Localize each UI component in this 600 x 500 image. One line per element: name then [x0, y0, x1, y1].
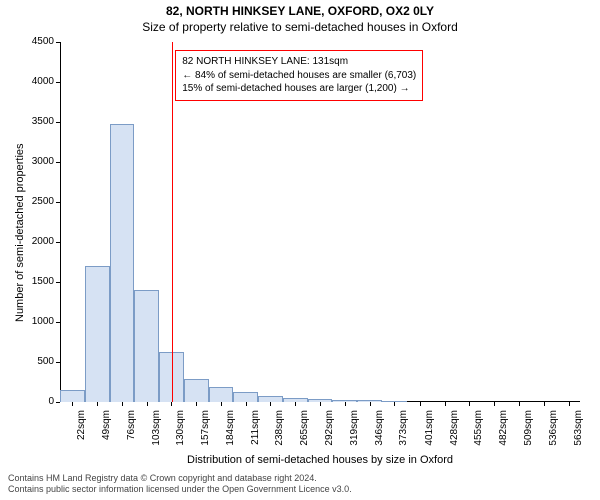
x-tick-label: 455sqm — [473, 410, 484, 458]
x-tick-label: 265sqm — [299, 410, 310, 458]
x-tick-label: 184sqm — [225, 410, 236, 458]
x-tick-label: 211sqm — [250, 410, 261, 458]
x-tick-mark — [469, 402, 470, 406]
attribution-footer: Contains HM Land Registry data © Crown c… — [8, 473, 352, 496]
x-tick-label: 346sqm — [374, 410, 385, 458]
y-tick-mark — [56, 242, 60, 243]
y-tick-label: 4500 — [18, 36, 54, 47]
histogram-bar — [209, 387, 234, 402]
x-tick-mark — [246, 402, 247, 406]
y-tick-label: 1000 — [18, 316, 54, 327]
x-tick-mark — [569, 402, 570, 406]
x-tick-label: 22sqm — [76, 410, 87, 458]
reference-vline — [172, 42, 173, 402]
x-tick-label: 482sqm — [498, 410, 509, 458]
x-tick-label: 373sqm — [398, 410, 409, 458]
x-tick-mark — [270, 402, 271, 406]
x-tick-mark — [122, 402, 123, 406]
x-tick-label: 509sqm — [523, 410, 534, 458]
y-tick-mark — [56, 82, 60, 83]
y-tick-label: 4000 — [18, 76, 54, 87]
histogram-bar — [233, 392, 258, 402]
y-tick-mark — [56, 202, 60, 203]
x-tick-mark — [221, 402, 222, 406]
y-tick-label: 3500 — [18, 116, 54, 127]
x-tick-label: 428sqm — [449, 410, 460, 458]
y-tick-mark — [56, 42, 60, 43]
x-tick-mark — [370, 402, 371, 406]
y-axis-line — [60, 42, 61, 402]
x-tick-label: 563sqm — [573, 410, 584, 458]
y-tick-label: 2000 — [18, 236, 54, 247]
y-tick-label: 2500 — [18, 196, 54, 207]
callout-line: ← 84% of semi-detached houses are smalle… — [182, 69, 416, 83]
x-tick-mark — [345, 402, 346, 406]
x-tick-mark — [394, 402, 395, 406]
x-tick-mark — [147, 402, 148, 406]
y-tick-mark — [56, 322, 60, 323]
histogram-bar — [184, 379, 209, 402]
chart-subtitle: Size of property relative to semi-detach… — [0, 18, 600, 38]
y-tick-mark — [56, 402, 60, 403]
x-tick-label: 319sqm — [349, 410, 360, 458]
x-tick-mark — [320, 402, 321, 406]
callout-line: 82 NORTH HINKSEY LANE: 131sqm — [182, 55, 416, 69]
y-tick-label: 0 — [18, 396, 54, 407]
histogram-bar — [110, 124, 135, 402]
x-tick-mark — [420, 402, 421, 406]
plot-area: 82 NORTH HINKSEY LANE: 131sqm← 84% of se… — [60, 42, 580, 402]
footer-line: Contains HM Land Registry data © Crown c… — [8, 473, 352, 484]
y-tick-label: 500 — [18, 356, 54, 367]
y-tick-label: 1500 — [18, 276, 54, 287]
chart-title: 82, NORTH HINKSEY LANE, OXFORD, OX2 0LY — [0, 0, 600, 18]
x-tick-label: 238sqm — [274, 410, 285, 458]
x-tick-label: 157sqm — [200, 410, 211, 458]
callout-line: 15% of semi-detached houses are larger (… — [182, 82, 416, 96]
x-tick-mark — [72, 402, 73, 406]
x-tick-mark — [494, 402, 495, 406]
y-tick-mark — [56, 162, 60, 163]
x-tick-label: 292sqm — [324, 410, 335, 458]
x-tick-mark — [295, 402, 296, 406]
y-tick-mark — [56, 282, 60, 283]
x-tick-mark — [445, 402, 446, 406]
x-tick-label: 536sqm — [548, 410, 559, 458]
x-tick-mark — [544, 402, 545, 406]
x-tick-label: 49sqm — [101, 410, 112, 458]
callout-box: 82 NORTH HINKSEY LANE: 131sqm← 84% of se… — [175, 50, 423, 101]
y-tick-mark — [56, 362, 60, 363]
histogram-bar — [60, 390, 85, 402]
x-tick-mark — [519, 402, 520, 406]
x-tick-label: 103sqm — [151, 410, 162, 458]
y-tick-mark — [56, 122, 60, 123]
y-tick-label: 3000 — [18, 156, 54, 167]
x-tick-mark — [196, 402, 197, 406]
x-tick-label: 401sqm — [424, 410, 435, 458]
histogram-bar — [134, 290, 159, 402]
x-tick-mark — [171, 402, 172, 406]
x-tick-label: 130sqm — [175, 410, 186, 458]
y-axis-label: Number of semi-detached properties — [14, 143, 26, 322]
x-tick-mark — [97, 402, 98, 406]
x-tick-label: 76sqm — [126, 410, 137, 458]
footer-line: Contains public sector information licen… — [8, 484, 352, 495]
histogram-bar — [85, 266, 110, 402]
